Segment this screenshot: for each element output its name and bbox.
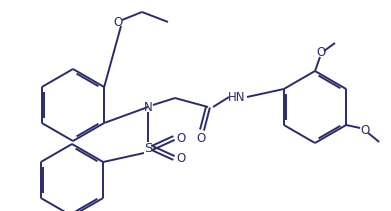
- Text: HN: HN: [228, 91, 246, 104]
- Text: O: O: [196, 133, 206, 146]
- Text: O: O: [113, 15, 123, 28]
- Text: O: O: [361, 124, 370, 138]
- Text: O: O: [176, 131, 186, 145]
- Text: O: O: [316, 46, 326, 58]
- Text: S: S: [144, 142, 152, 154]
- Text: O: O: [176, 151, 186, 165]
- Text: N: N: [143, 100, 152, 114]
